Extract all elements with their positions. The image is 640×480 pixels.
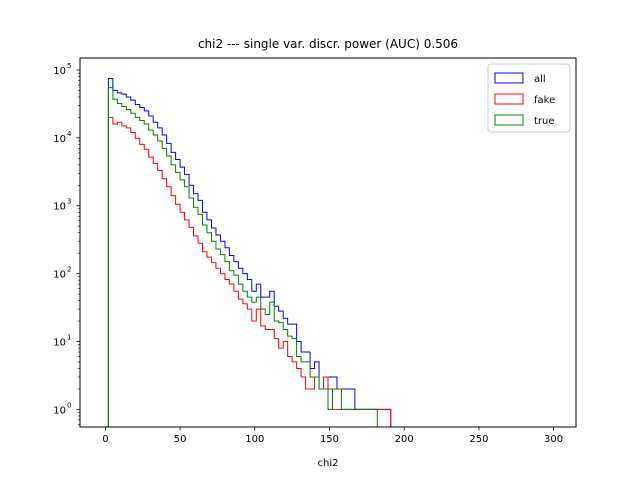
y-tick-label: 10	[53, 337, 66, 348]
x-tick-label: 150	[320, 434, 339, 445]
y-tick-exponent: 4	[67, 130, 72, 138]
y-tick-exponent: 0	[67, 401, 71, 409]
y-tick-exponent: 5	[67, 62, 71, 70]
legend-swatch-all	[494, 72, 524, 84]
x-tick-label: 200	[395, 434, 414, 445]
y-tick-exponent: 2	[67, 266, 71, 274]
x-axis: 0 50 100 150 200 250 300	[102, 427, 563, 445]
legend: all fake true	[487, 63, 571, 133]
legend-box	[487, 63, 571, 133]
y-tick-exponent: 1	[67, 333, 71, 341]
x-tick-label: 0	[102, 434, 108, 445]
plot-frame	[79, 57, 577, 428]
y-tick-label: 10	[53, 405, 66, 416]
x-tick-label: 250	[469, 434, 488, 445]
x-tick-label: 300	[544, 434, 563, 445]
x-axis-label: chi2	[318, 458, 339, 469]
legend-label-all: all	[534, 74, 546, 85]
y-tick-label: 10	[53, 270, 66, 281]
series-true-line	[107, 87, 378, 427]
y-tick-exponent: 3	[67, 198, 71, 206]
y-tick-label: 10	[53, 134, 66, 145]
legend-label-true: true	[534, 116, 555, 127]
y-tick-label: 10	[53, 202, 66, 213]
legend-label-fake: fake	[534, 95, 555, 106]
chart-title: chi2 --- single var. discr. power (AUC) …	[198, 37, 458, 51]
legend-swatch-fake	[494, 93, 524, 105]
plot-area	[107, 77, 392, 427]
legend-swatch-true	[494, 114, 524, 126]
x-tick-label: 100	[245, 434, 264, 445]
series-fake-line	[107, 116, 392, 427]
series-all-line	[107, 77, 392, 427]
y-tick-label: 10	[53, 66, 66, 77]
x-tick-label: 50	[174, 434, 187, 445]
